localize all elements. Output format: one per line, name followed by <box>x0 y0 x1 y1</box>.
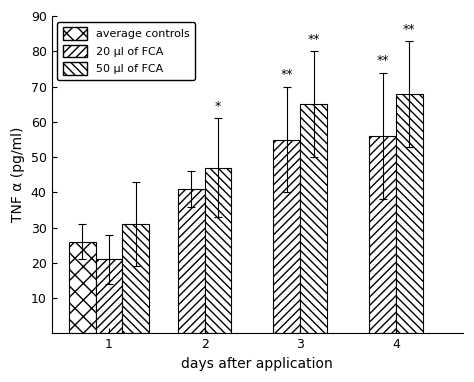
Bar <box>96 259 122 333</box>
Bar <box>369 136 396 333</box>
Text: **: ** <box>403 23 416 36</box>
Bar <box>178 189 205 333</box>
Legend: average controls, 20 μl of FCA, 50 μl of FCA: average controls, 20 μl of FCA, 50 μl of… <box>57 22 195 80</box>
Bar <box>122 224 149 333</box>
Bar <box>273 139 300 333</box>
Bar <box>396 94 423 333</box>
Text: **: ** <box>308 33 320 46</box>
Text: **: ** <box>281 68 293 81</box>
X-axis label: days after application: days after application <box>182 357 333 371</box>
Text: **: ** <box>376 54 389 67</box>
Y-axis label: TNF α (pg/ml): TNF α (pg/ml) <box>11 127 25 222</box>
Bar <box>300 104 327 333</box>
Text: *: * <box>215 100 221 113</box>
Bar <box>205 168 231 333</box>
Bar <box>69 242 96 333</box>
